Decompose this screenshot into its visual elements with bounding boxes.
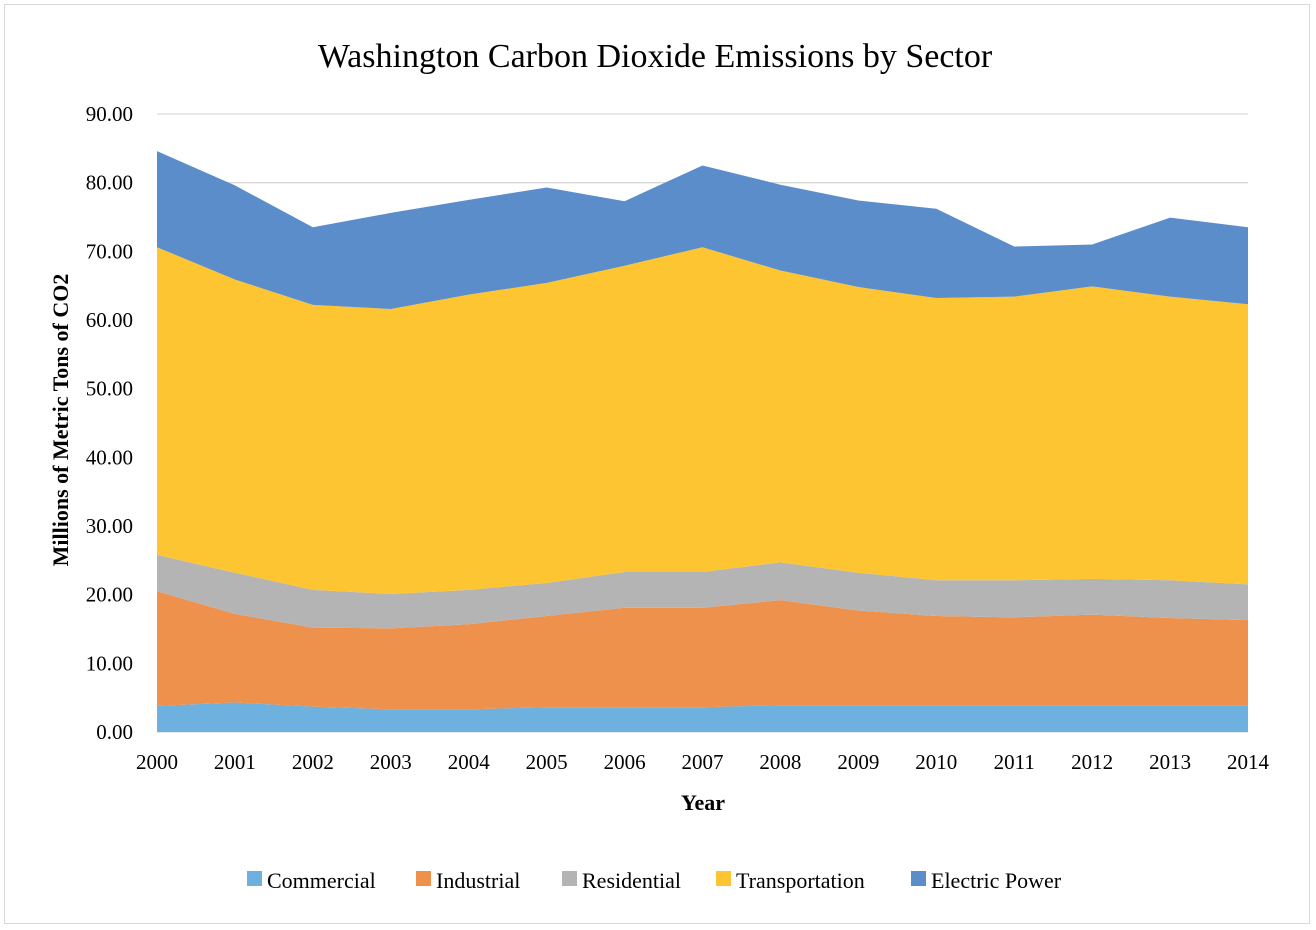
legend-label: Transportation <box>736 868 865 893</box>
area-residential <box>157 554 1248 629</box>
x-tick-label: 2010 <box>915 750 957 774</box>
legend-label: Industrial <box>436 868 520 893</box>
area-series <box>157 151 1248 732</box>
x-tick-label: 2009 <box>837 750 879 774</box>
y-axis-title: Millions of Metric Tons of CO2 <box>48 274 73 567</box>
legend-swatch <box>562 871 577 886</box>
area-transportation <box>157 247 1248 594</box>
y-axis-ticks: 0.00 10.00 20.00 30.00 40.00 50.00 60.00 70.00 8… <box>86 102 133 744</box>
x-tick-label: 2008 <box>759 750 801 774</box>
legend-label: Commercial <box>267 868 376 893</box>
x-tick-label: 2003 <box>370 750 412 774</box>
x-tick-label: 2005 <box>526 750 568 774</box>
y-tick-label: 0.00 <box>96 720 133 744</box>
y-tick-label: 70.00 <box>86 239 133 263</box>
legend-label: Electric Power <box>931 868 1062 893</box>
y-tick-label: 50.00 <box>86 377 133 401</box>
x-tick-label: 2001 <box>214 750 256 774</box>
area-industrial <box>157 591 1248 710</box>
x-tick-label: 2004 <box>448 750 491 774</box>
y-tick-label: 60.00 <box>86 308 133 332</box>
legend-item-residential: Residential <box>562 868 681 893</box>
legend-swatch <box>247 871 262 886</box>
x-tick-label: 2002 <box>292 750 334 774</box>
y-tick-label: 10.00 <box>86 651 133 675</box>
legend-item-electric-power: Electric Power <box>911 868 1062 893</box>
y-tick-label: 20.00 <box>86 583 133 607</box>
y-tick-label: 40.00 <box>86 445 133 469</box>
x-tick-label: 2012 <box>1071 750 1113 774</box>
legend-label: Residential <box>582 868 681 893</box>
area-commercial <box>157 702 1248 732</box>
x-tick-label: 2014 <box>1227 750 1270 774</box>
chart-title: Washington Carbon Dioxide Emissions by S… <box>318 38 993 75</box>
legend-swatch <box>416 871 431 886</box>
legend-item-industrial: Industrial <box>416 868 520 893</box>
legend-swatch <box>911 871 926 886</box>
legend-item-transportation: Transportation <box>716 868 865 893</box>
x-tick-label: 2013 <box>1149 750 1191 774</box>
y-tick-label: 90.00 <box>86 102 133 126</box>
x-tick-label: 2000 <box>136 750 178 774</box>
area-electric-power <box>157 151 1248 310</box>
x-tick-label: 2007 <box>682 750 724 774</box>
x-axis-title: Year <box>681 790 725 815</box>
legend-item-commercial: Commercial <box>247 868 376 893</box>
y-tick-label: 80.00 <box>86 171 133 195</box>
x-axis-ticks: 2000 2001 2002 2003 2004 2005 2006 2007 2008 2009… <box>136 750 1270 774</box>
legend-swatch <box>716 871 731 886</box>
y-tick-label: 30.00 <box>86 514 133 538</box>
legend: Commercial Industrial Residential Transport… <box>247 868 1062 893</box>
x-tick-label: 2011 <box>994 750 1035 774</box>
x-tick-label: 2006 <box>604 750 646 774</box>
